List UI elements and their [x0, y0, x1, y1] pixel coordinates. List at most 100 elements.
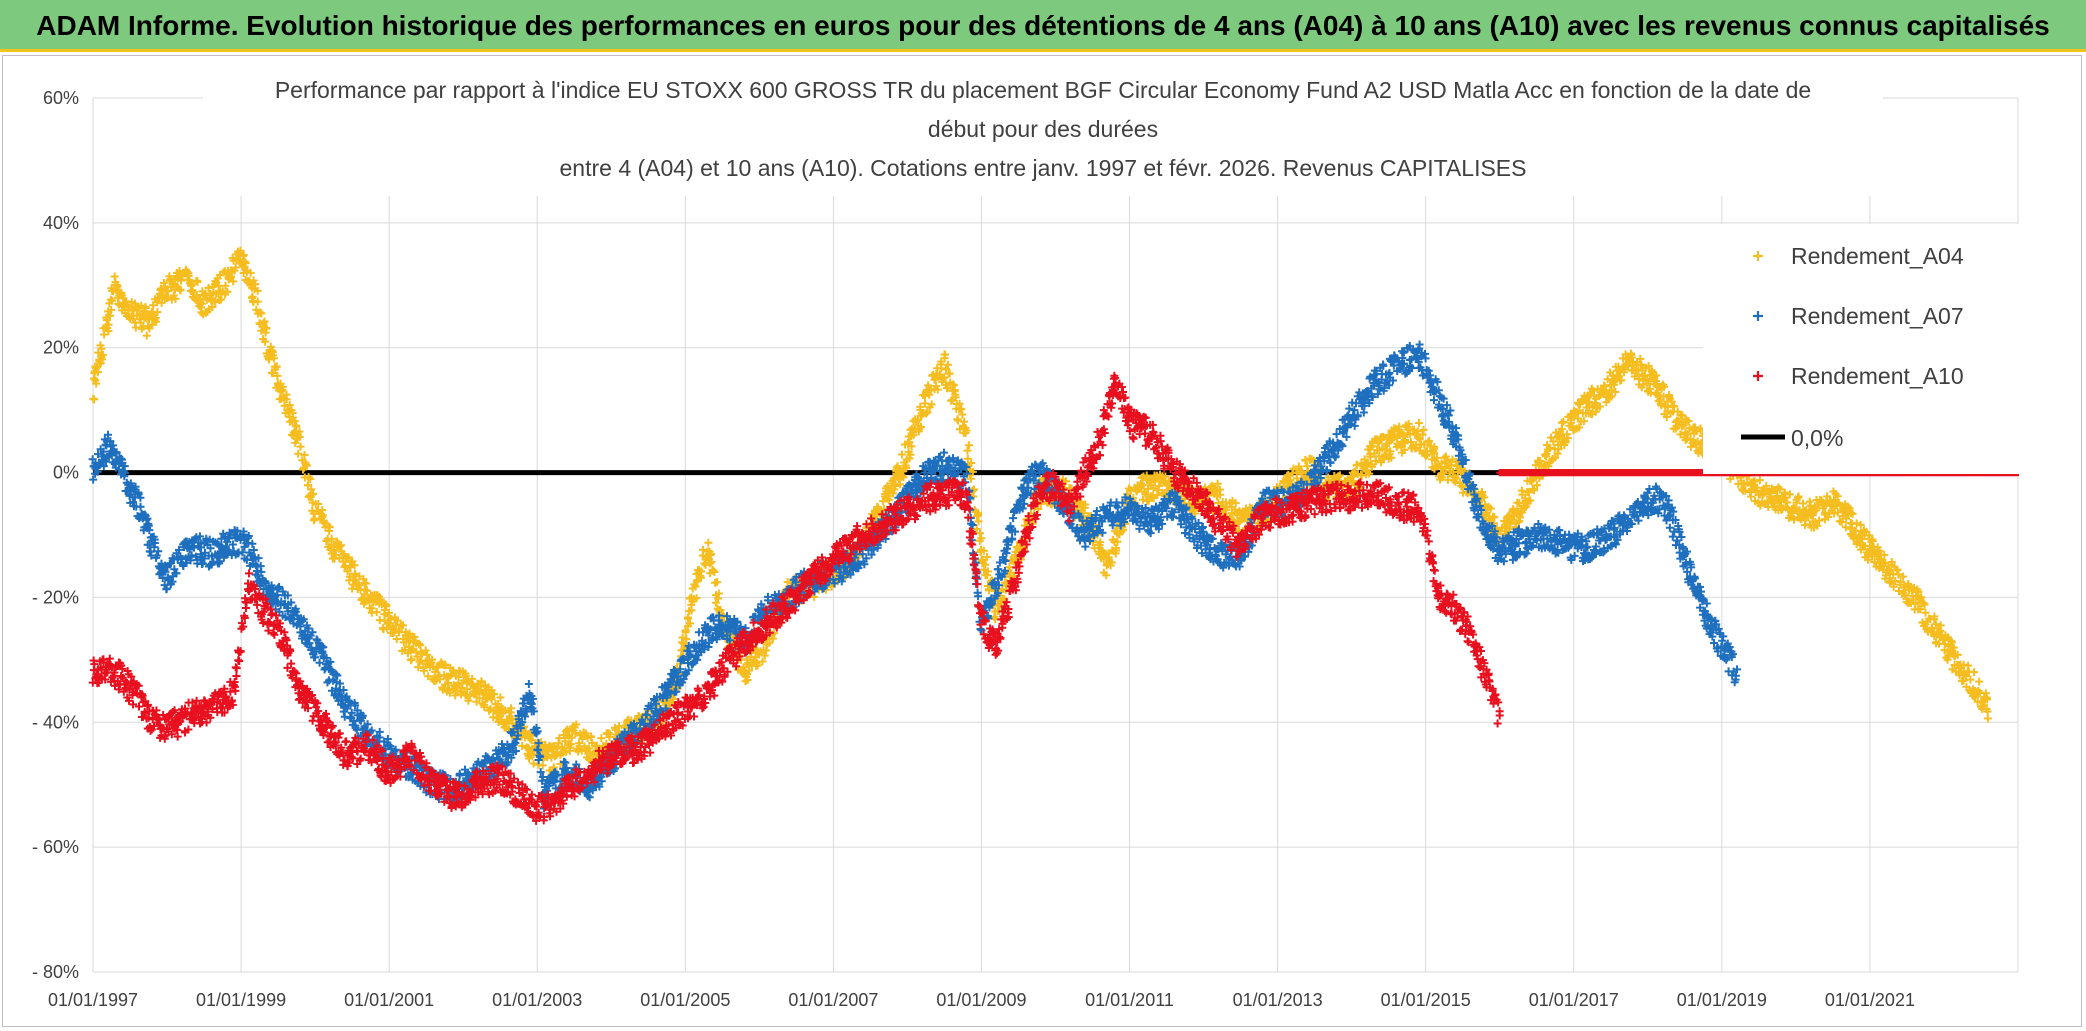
data-point — [443, 674, 452, 683]
data-point — [1081, 542, 1090, 551]
data-point — [104, 320, 113, 329]
data-point — [107, 305, 116, 314]
chart-title-line: début pour des durées — [928, 116, 1158, 142]
data-point — [302, 461, 311, 470]
data-point — [157, 298, 166, 307]
data-point — [1414, 418, 1423, 427]
data-point — [278, 382, 287, 391]
y-tick-label: 0% — [53, 463, 79, 483]
data-point — [251, 280, 260, 289]
data-point — [300, 451, 309, 460]
data-point — [384, 608, 393, 617]
data-point — [395, 628, 404, 637]
data-point — [223, 287, 232, 296]
data-point — [136, 502, 145, 511]
data-point — [309, 489, 318, 498]
data-point — [214, 281, 223, 290]
data-point — [431, 667, 440, 676]
data-point — [1747, 492, 1756, 501]
data-point — [131, 323, 140, 332]
data-point — [327, 534, 336, 543]
data-point — [350, 569, 359, 578]
data-point — [231, 263, 240, 272]
x-tick-label: 01/01/2007 — [788, 990, 878, 1010]
data-point — [344, 553, 353, 562]
data-point — [428, 655, 437, 664]
data-point — [306, 474, 315, 483]
data-point — [376, 595, 385, 604]
data-point — [183, 267, 192, 276]
data-point — [939, 448, 948, 457]
data-point — [272, 362, 281, 371]
data-point — [350, 561, 359, 570]
banner-title: ADAM Informe. Evolution historique des p… — [36, 10, 2050, 41]
data-point — [98, 350, 107, 359]
chart-title-line: Performance par rapport à l'indice EU ST… — [275, 77, 1811, 103]
series-layer — [88, 246, 2022, 825]
data-point — [341, 561, 350, 570]
data-point — [296, 442, 305, 451]
data-point — [221, 281, 230, 290]
data-point — [421, 646, 430, 655]
data-point — [102, 316, 111, 325]
data-point — [229, 277, 238, 286]
chart-title-line: entre 4 (A04) et 10 ans (A10). Cotations… — [560, 155, 1527, 181]
data-point — [343, 567, 352, 576]
data-point — [335, 542, 344, 551]
data-point — [325, 523, 334, 532]
data-point — [282, 390, 291, 399]
data-point — [318, 511, 327, 520]
data-point — [291, 438, 300, 447]
data-point — [354, 581, 363, 590]
data-point — [257, 309, 266, 318]
title-background — [203, 56, 1883, 196]
data-point — [295, 432, 304, 441]
data-point — [290, 417, 299, 425]
data-point — [241, 259, 250, 268]
data-point — [406, 656, 415, 665]
data-point — [108, 296, 117, 305]
y-tick-label: 60% — [43, 88, 79, 108]
data-point — [963, 446, 972, 455]
data-point — [236, 246, 245, 255]
data-point — [171, 294, 180, 303]
data-point — [137, 301, 146, 310]
y-tick-label: - 80% — [32, 962, 79, 982]
data-point — [198, 299, 207, 308]
data-point — [204, 283, 213, 292]
data-point — [363, 586, 372, 595]
data-point — [953, 416, 962, 425]
data-point — [362, 579, 371, 588]
data-point — [92, 379, 101, 388]
data-point — [419, 666, 428, 675]
data-point — [106, 295, 115, 304]
data-point — [249, 276, 258, 285]
data-point — [372, 608, 381, 617]
data-point — [97, 344, 106, 353]
chart-title: Performance par rapport à l'indice EU ST… — [203, 56, 1883, 196]
axis-labels: 60%40%20%0%- 20%- 40%- 60%- 80%01/01/199… — [32, 88, 1915, 1010]
x-tick-label: 01/01/2001 — [344, 990, 434, 1010]
x-tick-label: 01/01/2013 — [1233, 990, 1323, 1010]
data-point — [285, 400, 294, 409]
data-point — [1983, 714, 1992, 723]
data-point — [441, 661, 450, 670]
x-tick-label: 01/01/2021 — [1825, 990, 1915, 1010]
data-point — [153, 308, 162, 317]
data-point — [187, 280, 196, 289]
data-point — [1852, 519, 1861, 528]
data-point — [142, 331, 151, 340]
data-point — [451, 691, 460, 700]
data-point — [242, 266, 251, 275]
data-point — [699, 545, 708, 554]
data-point — [524, 680, 533, 689]
data-point — [246, 268, 255, 277]
report-banner: ADAM Informe. Evolution historique des p… — [0, 0, 2086, 52]
data-point — [307, 485, 316, 494]
data-point — [253, 297, 262, 306]
data-point — [896, 480, 905, 489]
y-tick-label: - 20% — [32, 587, 79, 607]
x-tick-label: 01/01/2011 — [1085, 990, 1174, 1010]
x-tick-label: 01/01/2017 — [1529, 990, 1619, 1010]
data-point — [273, 371, 282, 380]
